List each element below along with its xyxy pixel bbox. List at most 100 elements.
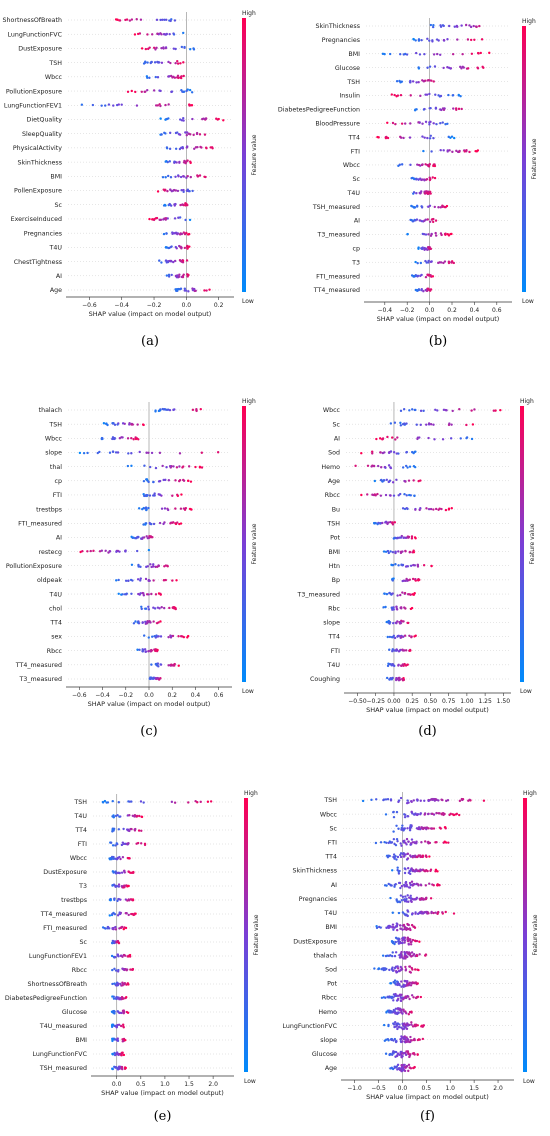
shap-point [385,478,388,482]
shap-point [143,648,147,651]
shap-point [430,797,434,801]
shap-point [181,203,184,206]
shap-point [167,75,171,78]
shap-point [458,799,462,803]
shap-point [386,136,390,140]
shap-point [407,579,410,582]
feature-label: Rbc [328,605,340,612]
shap-point [159,620,162,623]
x-tick-label: −0.6 [72,692,87,699]
shap-point [163,18,166,21]
shap-point [399,536,403,539]
shap-point [403,422,406,425]
x-tick-label: 0.25 [406,698,420,705]
colorbar-low-label: Low [242,298,254,305]
shap-point [182,188,185,192]
shap-point [426,37,429,41]
shap-point [170,190,174,193]
shap-point [111,1067,114,1070]
shap-point [111,844,115,847]
shap-point [392,810,395,814]
shap-point [412,799,415,802]
shap-point [184,131,187,134]
shap-point [118,19,122,22]
shap-point [423,107,426,111]
shap-point [112,437,116,441]
shap-point [162,522,165,526]
shap-point [173,259,177,263]
shap-point [178,479,181,483]
x-tick-label: 0.50 [424,698,438,705]
shap-point [405,494,408,497]
shap-point [174,231,177,235]
shap-point [437,39,440,42]
feature-label: T3_measured [19,676,62,683]
shap-point [391,969,395,972]
shap-point [117,883,121,886]
shap-point [428,882,431,885]
feature-label: thalach [39,407,62,414]
shap-point [426,248,429,251]
shap-point [204,175,207,179]
shap-point [385,1038,388,1041]
x-tick-label: 0.0 [398,1085,408,1092]
shap-point [428,121,431,124]
shap-point [401,928,404,931]
feature-label: T4U_measured [39,1023,87,1030]
shap-point [399,855,403,859]
shap-point [198,174,202,177]
shap-point [387,521,390,524]
shap-point [188,104,191,107]
shap-point [122,953,126,957]
shap-point [114,857,117,860]
shap-point [432,797,436,801]
shap-point [437,206,440,209]
shap-point [391,523,395,526]
shap-point [121,967,124,970]
shap-point [475,150,479,153]
feature-label: TT4_measured [313,287,360,294]
shap-point [428,137,432,140]
shap-point [427,191,431,195]
feature-label: Wbcc [320,811,338,818]
shap-point [126,437,130,440]
shap-point [182,479,186,482]
shap-point [181,145,184,149]
x-tick-label: 0.00 [387,698,401,705]
shap-point [361,799,365,803]
shap-point [396,1063,400,1067]
shap-point [424,218,427,221]
shap-point [412,191,416,194]
shap-point [402,829,405,832]
shap-point [173,801,177,804]
shap-point [191,408,195,412]
shap-point [419,261,423,265]
shap-point [428,841,432,845]
shap-point [100,104,103,107]
feature-label: Sc [330,825,338,832]
shap-point [426,812,430,816]
shap-point [403,1027,406,1030]
shap-point [389,896,392,900]
shap-point [447,24,451,28]
shap-point [147,536,151,540]
shap-point [409,94,412,97]
shap-point [414,108,417,111]
shap-point [121,422,125,425]
x-tick-label: 0.6 [492,307,502,314]
shap-point [389,422,393,425]
shap-point [408,1054,412,1057]
shap-point [130,437,133,440]
shap-point [216,451,220,454]
feature-label: PollutionExposure [6,88,62,95]
shap-point [409,897,413,900]
shap-point [178,216,182,219]
panel-label: (a) [141,334,159,349]
shap-point [199,800,202,804]
shap-point [408,1023,411,1027]
shap-point [434,911,437,914]
shap-point [405,1012,408,1015]
shap-point [432,217,435,221]
shap-point [131,423,134,426]
feature-label: Age [50,287,62,294]
